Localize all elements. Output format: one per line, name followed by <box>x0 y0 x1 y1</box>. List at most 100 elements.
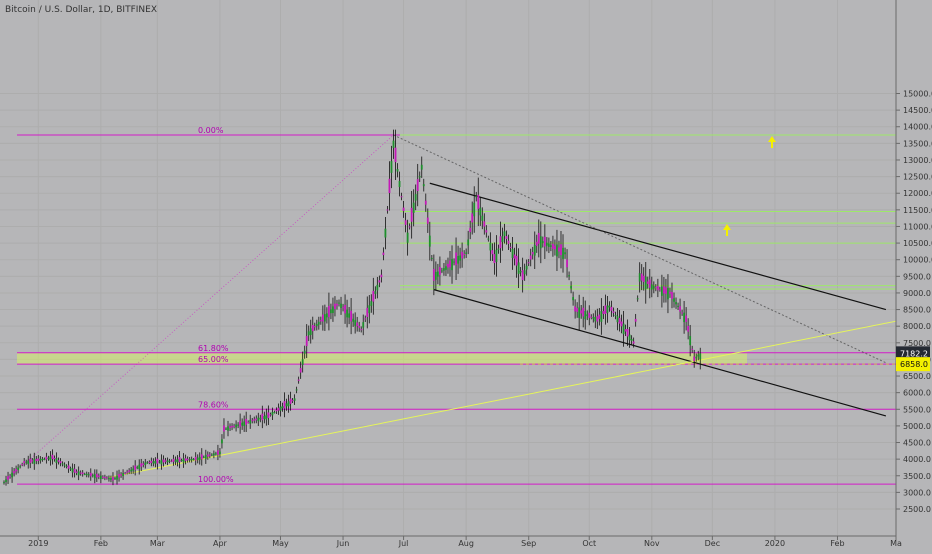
candle-body <box>257 417 260 422</box>
candle-body <box>261 413 264 421</box>
candle-body <box>610 306 613 311</box>
candle-body <box>174 459 177 462</box>
candle-body <box>406 232 409 243</box>
candle-body <box>650 284 653 290</box>
candle-body <box>354 320 357 326</box>
candle-body <box>535 241 538 246</box>
y-tick-label: 9500.0 <box>903 272 931 281</box>
candle-body <box>352 318 355 322</box>
candle-body <box>638 273 641 282</box>
candle-body <box>114 477 116 479</box>
candle-body <box>529 255 532 260</box>
candle-body <box>15 468 18 472</box>
candle-body <box>200 454 203 460</box>
candle-body <box>311 324 314 332</box>
candle-body <box>5 479 7 483</box>
candle-body <box>606 305 609 314</box>
candle-body <box>422 184 425 187</box>
x-axis: 2019 Feb Mar Apr May Jun Jul Aug Sep Oct Nov Dec 202… <box>0 535 932 550</box>
candle-body <box>25 461 28 463</box>
y-tick-label: 7500.0 <box>903 339 931 348</box>
candle-body <box>144 462 147 466</box>
candle-body <box>378 280 381 283</box>
candle-body <box>471 213 474 223</box>
candle-body <box>269 414 272 416</box>
candle-body <box>77 471 80 476</box>
candle-body <box>426 217 429 224</box>
candle-body <box>632 341 635 344</box>
candle-body <box>408 226 411 228</box>
candle-body <box>455 252 457 265</box>
candle-body <box>267 412 270 419</box>
candle-body <box>665 287 667 294</box>
candle-body <box>194 456 197 461</box>
candle-body <box>562 247 564 259</box>
y-tick-label: 13500.0 <box>903 139 932 148</box>
candle-body <box>223 425 225 432</box>
candle-body <box>118 474 120 478</box>
candle-body <box>237 424 239 426</box>
candle-body <box>279 406 282 411</box>
candle-body <box>247 421 250 423</box>
candle-body <box>612 311 615 313</box>
candle-body <box>43 458 46 460</box>
candle-body <box>648 279 651 288</box>
candle-body <box>166 460 169 463</box>
candle-body <box>323 314 326 322</box>
candle-body <box>47 457 50 459</box>
channel-bottom-line <box>433 289 887 417</box>
candle-body <box>646 281 649 284</box>
candle-body <box>489 242 492 251</box>
candle-body <box>63 464 66 466</box>
candle-body <box>503 231 506 236</box>
x-tick-label: Jun <box>336 539 350 548</box>
candle-body <box>29 458 32 463</box>
candle-body <box>112 476 114 481</box>
candle-body <box>126 471 129 473</box>
candle-body <box>366 307 369 317</box>
candle-body <box>554 245 556 250</box>
candle-body <box>434 271 437 280</box>
candle-body <box>154 460 157 464</box>
candle-body <box>356 322 359 326</box>
candle-body <box>305 336 308 347</box>
candle-body <box>91 475 94 477</box>
candle-body <box>182 458 185 463</box>
candle-body <box>372 290 375 302</box>
candle-body <box>388 178 391 194</box>
candle-body <box>158 461 161 463</box>
candle-body <box>210 454 213 456</box>
candle-body <box>386 209 389 211</box>
candle-body <box>511 248 514 259</box>
candle-body <box>231 425 233 428</box>
candle-body <box>55 458 58 463</box>
candle-body <box>368 305 371 314</box>
y-axis: 2500.0 3000.0 3500.0 4000.0 4500.0 5000.0 5500… <box>895 0 932 550</box>
candle-body <box>634 318 637 322</box>
candle-body <box>263 416 266 419</box>
candle-body <box>317 321 320 325</box>
candle-body <box>556 244 558 257</box>
candle-body <box>517 262 520 274</box>
candle-body <box>695 356 698 359</box>
candle-body <box>673 298 675 302</box>
y-tick-label: 12000.0 <box>903 189 932 198</box>
candle-body <box>416 179 419 192</box>
candle-body <box>156 458 159 464</box>
candle-body <box>3 482 5 484</box>
candle-body <box>547 243 550 247</box>
candle-body <box>83 473 86 475</box>
candle-body <box>160 459 163 465</box>
candle-body <box>110 478 112 480</box>
y-tick-label: 10500.0 <box>903 239 932 248</box>
candle-body <box>370 301 373 306</box>
x-tick-label: Oct <box>582 539 596 548</box>
candle-body <box>168 460 171 462</box>
candle-body <box>513 254 516 259</box>
y-tick-label: 13000.0 <box>903 156 932 165</box>
chart-title: Bitcoin / U.S. Dollar, 1D, BITFINEX <box>5 5 157 15</box>
candle-body <box>380 274 383 278</box>
candle-body <box>642 275 645 282</box>
candle-body <box>229 426 231 429</box>
